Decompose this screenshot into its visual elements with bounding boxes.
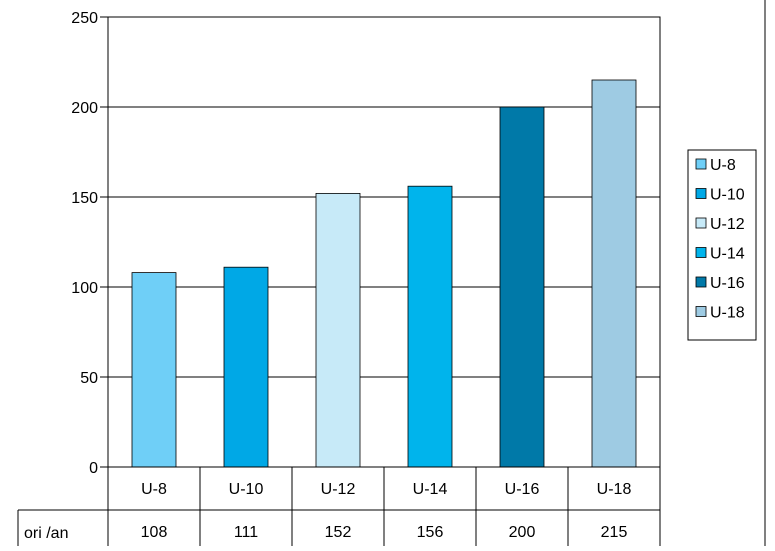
y-tick-label: 50	[80, 370, 98, 387]
table-category-label: U-18	[597, 481, 632, 498]
bar-u-10	[223, 266, 269, 468]
legend-label: U-16	[710, 275, 745, 292]
y-tick-labels: 0 50 100 150 200 250	[71, 10, 108, 477]
plot-area	[107, 16, 661, 468]
legend-label: U-8	[710, 157, 736, 174]
table-value-label: 200	[509, 524, 536, 541]
table-category-label: U-16	[505, 481, 540, 498]
bar-u-14	[407, 185, 453, 468]
bar-u-8	[131, 272, 177, 468]
bars	[131, 79, 637, 468]
y-tick-label: 0	[89, 460, 98, 477]
gridlines	[108, 106, 660, 378]
table-value-label: 156	[417, 524, 444, 541]
table-row-label: ori /an	[24, 525, 68, 542]
y-tick-label: 250	[71, 10, 98, 27]
legend-label: U-12	[710, 216, 745, 233]
y-tick-label: 200	[71, 100, 98, 117]
legend-label: U-10	[710, 187, 745, 204]
legend-swatch	[695, 306, 707, 317]
bar-u-12	[315, 192, 361, 468]
legend-swatch	[695, 276, 707, 288]
y-tick-label: 100	[71, 280, 98, 297]
table-value-label: 111	[234, 524, 258, 541]
legend-swatch	[695, 188, 707, 199]
table-value-label: 215	[601, 524, 628, 541]
legend-swatch	[695, 247, 707, 258]
legend-label: U-18	[710, 305, 745, 322]
table-category-label: U-10	[229, 481, 264, 498]
table-category-label: U-12	[321, 481, 356, 498]
table-value-label: 152	[325, 524, 352, 541]
bar-u-18	[591, 79, 637, 468]
table-value-label: 108	[141, 524, 168, 541]
legend-label: U-14	[710, 246, 745, 263]
legend-swatch	[695, 158, 707, 170]
legend-swatch	[695, 217, 707, 229]
table-cells: U-8 108 U-10 111 U-12 152 U-14 156 U-16 200 U-18 21…	[107, 467, 661, 546]
bar-u-16	[499, 106, 545, 468]
legend-items: U-8 U-10 U-12 U-14 U-16 U-18	[695, 157, 745, 322]
y-tick-label: 150	[71, 190, 98, 207]
table-category-label: U-14	[413, 481, 448, 498]
table-category-label: U-8	[141, 481, 167, 498]
